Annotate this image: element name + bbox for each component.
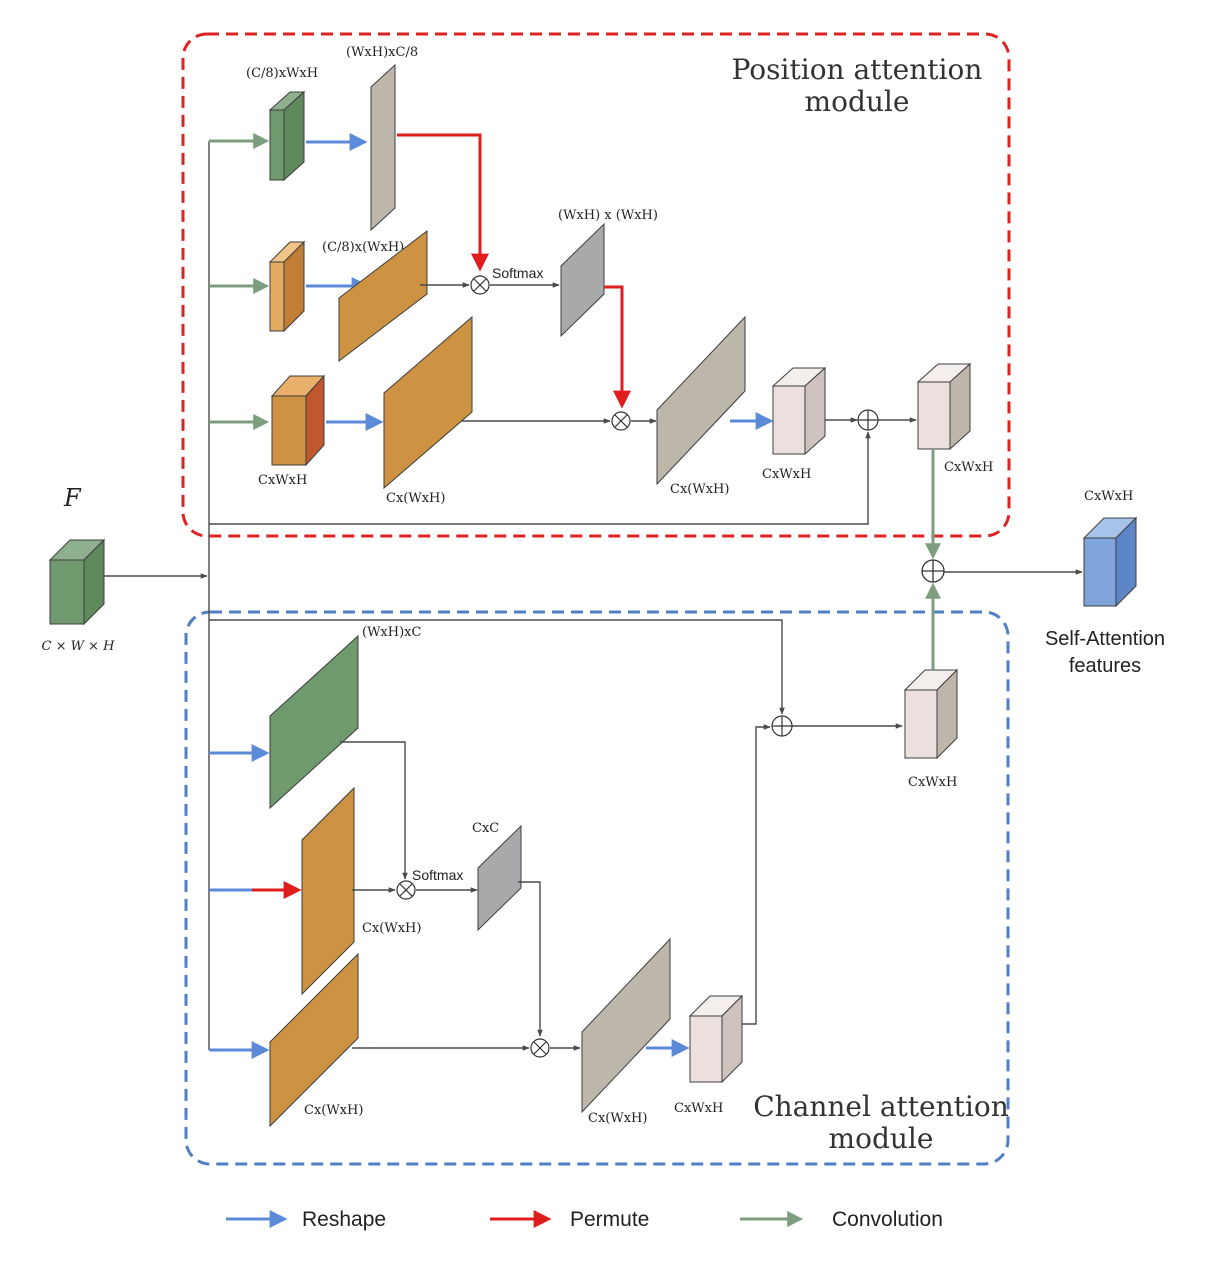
position-attention-map-label: (WxH) x (WxH) [558,208,658,223]
query-feature-block [268,90,306,182]
output-title: Self-Attention [1045,628,1165,650]
channel-module-border [184,610,1010,1166]
channel-mid-reshaped-label: Cx(WxH) [362,921,421,936]
channel-mid-reshaped-block [301,786,355,996]
position-module-title-2: module [805,85,910,118]
channel-module-title: Channel attention [753,1090,1009,1123]
position-product-label: Cx(WxH) [670,482,729,497]
channel-map-to-product-line [518,881,543,1037]
value-feature-label: CxWxH [258,473,307,488]
fusion-sum [921,559,945,583]
query-feature-label: (C/8)xWxH [246,66,318,81]
channel-output-block [903,668,959,760]
position-softmax-label: Softmax [492,265,543,281]
channel-output-label: CxWxH [908,775,957,790]
channel-softmax-label: Softmax [412,867,463,883]
value-reshaped-block [383,315,473,490]
legend-permute-label: Permute [570,1208,649,1231]
self-attention-output-block [1082,516,1138,608]
legend-reshape-label: Reshape [302,1208,386,1231]
channel-bottom-reshaped-block [269,952,359,1128]
channel-matmul-1 [396,880,416,900]
position-module-title: Position attention [732,53,983,86]
query-reshaped-block [370,63,396,232]
output-shape-label: CxWxH [1084,489,1133,504]
position-module-border [181,32,1011,538]
value-reshaped-label: Cx(WxH) [386,491,445,506]
channel-top-reshaped-block [269,634,359,810]
position-skip-connection [209,431,871,525]
position-product-block [656,315,746,486]
channel-reshaped-to-sum-line [742,724,771,1025]
channel-skip-connection [209,619,785,715]
channel-reshaped-block [688,994,744,1084]
key-reshaped-label: (C/8)x(WxH) [322,240,404,255]
legend-convolution-label: Convolution [832,1208,943,1231]
position-matmul-2 [611,411,631,431]
channel-attention-map-label: CxC [472,821,499,836]
position-reshaped-block [771,366,827,456]
channel-bottom-reshaped-label: Cx(WxH) [304,1103,363,1118]
position-reshaped-label: CxWxH [762,467,811,482]
channel-matmul-2 [530,1038,550,1058]
value-feature-block [270,374,326,467]
channel-attention-map-block [477,824,522,932]
channel-product-block [581,937,671,1114]
query-reshaped-label: (WxH)xC/8 [346,45,418,60]
output-title-2: features [1069,655,1141,677]
position-sum [857,409,879,431]
channel-sum [771,715,793,737]
position-output-block [916,362,972,451]
channel-module-title-2: module [829,1122,934,1155]
position-matmul-1 [470,275,490,295]
position-output-label: CxWxH [944,460,993,475]
legend: Reshape Permute Convolution [226,1208,943,1231]
key-feature-block [268,240,306,333]
query-permute-arrow [397,133,489,272]
channel-product-label: Cx(WxH) [588,1111,647,1126]
channel-reshaped-label: CxWxH [674,1101,723,1116]
attention-permute-arrow [604,285,631,409]
position-attention-map-block [560,222,605,338]
channel-top-to-product-line [340,741,408,880]
key-reshaped-block [338,229,428,363]
input-feature-block [48,538,106,626]
input-shape-label: C × W × H [42,639,116,654]
input-symbol: F [63,484,82,512]
channel-top-reshaped-label: (WxH)xC [362,625,422,640]
